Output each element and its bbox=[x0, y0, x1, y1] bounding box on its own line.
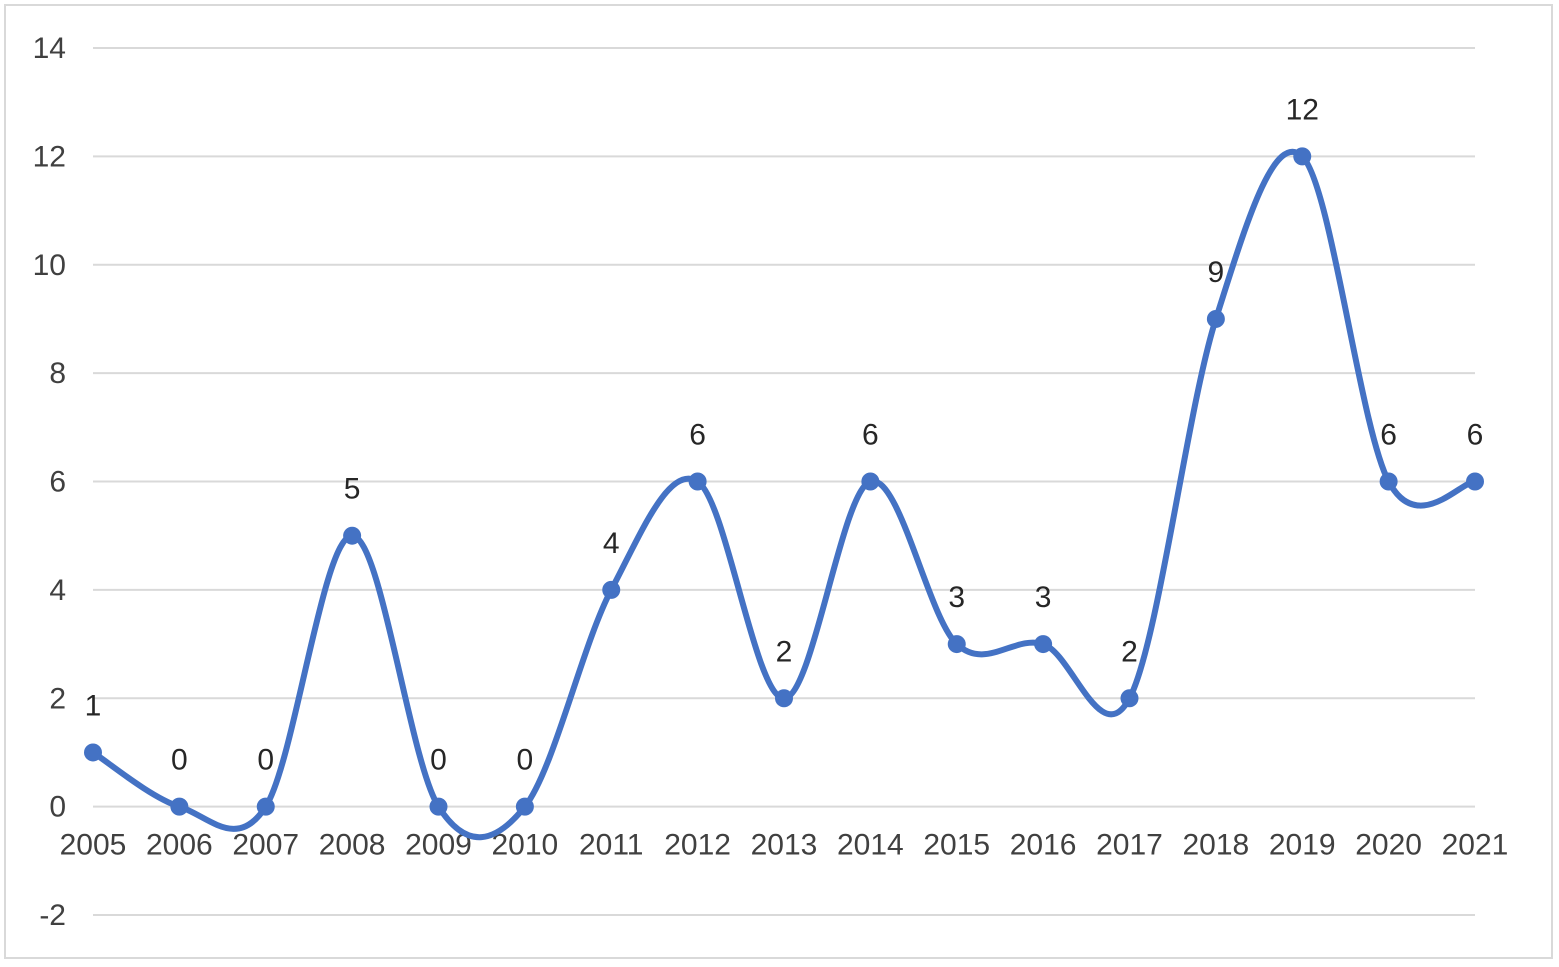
x-tick-label: 2006 bbox=[146, 829, 213, 862]
y-tick-label: 0 bbox=[49, 791, 66, 824]
x-tick-label: 2017 bbox=[1096, 829, 1163, 862]
data-point-2019 bbox=[1293, 147, 1312, 166]
data-label-2013: 2 bbox=[776, 635, 793, 668]
x-tick-label: 2020 bbox=[1355, 829, 1422, 862]
x-tick-label: 2010 bbox=[492, 829, 559, 862]
data-point-2008 bbox=[343, 526, 362, 545]
x-tick-label: 2008 bbox=[319, 829, 386, 862]
data-label-2012: 6 bbox=[689, 419, 706, 452]
y-tick-label: 10 bbox=[33, 249, 66, 282]
y-axis-ticks: -2 0 2 4 6 8 10 12 14 bbox=[33, 32, 66, 932]
data-point-2015 bbox=[947, 635, 966, 654]
data-label-2020: 6 bbox=[1380, 419, 1397, 452]
data-label-2010: 0 bbox=[517, 744, 534, 777]
y-tick-label: 2 bbox=[49, 682, 66, 715]
data-point-2013 bbox=[775, 689, 793, 708]
x-tick-label: 2005 bbox=[60, 829, 127, 862]
data-label-2005: 1 bbox=[85, 689, 102, 722]
data-label-2008: 5 bbox=[344, 473, 361, 506]
series-layer bbox=[84, 147, 1484, 841]
data-point-2007 bbox=[256, 797, 275, 816]
x-tick-label: 2012 bbox=[664, 829, 731, 862]
series-line bbox=[90, 148, 1478, 841]
data-point-2009 bbox=[429, 797, 448, 816]
data-label-2014: 6 bbox=[862, 419, 879, 452]
x-tick-label: 2016 bbox=[1010, 829, 1077, 862]
y-tick-label: 4 bbox=[49, 574, 66, 607]
x-tick-label: 2019 bbox=[1269, 829, 1336, 862]
y-tick-label: 6 bbox=[49, 466, 66, 499]
data-label-2018: 9 bbox=[1208, 256, 1225, 289]
data-point-2020 bbox=[1379, 472, 1398, 491]
data-point-2018 bbox=[1206, 309, 1225, 328]
x-tick-label: 2007 bbox=[232, 829, 299, 862]
x-tick-label: 2013 bbox=[751, 829, 818, 862]
x-tick-label: 2011 bbox=[579, 829, 644, 862]
data-point-2011 bbox=[602, 580, 621, 599]
data-point-2010 bbox=[515, 797, 534, 816]
data-point-2012 bbox=[688, 472, 707, 491]
data-point-2014 bbox=[861, 472, 880, 491]
data-point-2017 bbox=[1120, 689, 1139, 708]
data-point-2005 bbox=[84, 743, 102, 762]
data-label-2009: 0 bbox=[430, 744, 447, 777]
x-axis-ticks: 2005 2006 2007 2008 2009 2010 2011 2012 2013 2014… bbox=[60, 829, 1509, 862]
data-label-2019: 12 bbox=[1286, 93, 1319, 126]
data-label-2015: 3 bbox=[948, 581, 965, 614]
y-tick-label: 14 bbox=[33, 32, 66, 65]
y-tick-label: 12 bbox=[33, 140, 66, 173]
x-tick-label: 2015 bbox=[923, 829, 990, 862]
data-label-2016: 3 bbox=[1035, 581, 1052, 614]
data-label-2007: 0 bbox=[257, 744, 274, 777]
data-label-2021: 6 bbox=[1467, 419, 1484, 452]
x-tick-label: 2018 bbox=[1183, 829, 1250, 862]
data-point-2006 bbox=[170, 797, 189, 816]
data-label-2006: 0 bbox=[171, 744, 188, 777]
data-point-2021 bbox=[1466, 472, 1484, 491]
y-tick-label: 8 bbox=[49, 357, 66, 390]
y-tick-label: -2 bbox=[39, 899, 66, 932]
data-point-2016 bbox=[1034, 635, 1053, 654]
x-tick-label: 2014 bbox=[837, 829, 904, 862]
gridlines bbox=[93, 47, 1475, 916]
data-label-2011: 4 bbox=[603, 527, 620, 560]
data-labels: 1 0 0 5 0 0 4 6 2 6 3 3 2 9 12 6 6 bbox=[85, 93, 1484, 776]
data-label-2017: 2 bbox=[1121, 635, 1138, 668]
x-tick-label: 2021 bbox=[1442, 829, 1509, 862]
